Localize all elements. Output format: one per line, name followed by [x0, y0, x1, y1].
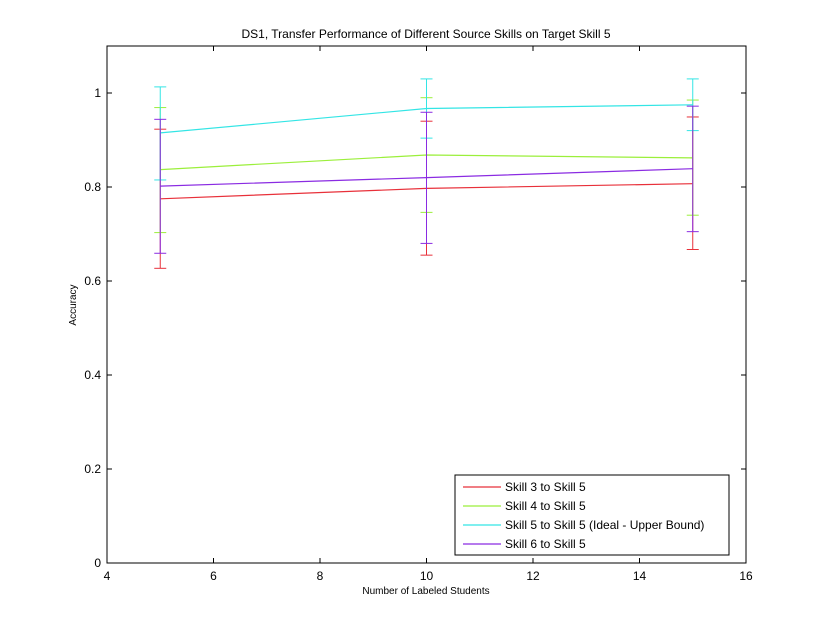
x-tick-label: 6 [210, 569, 217, 583]
y-axis-label: Accuracy [68, 284, 79, 325]
x-tick-label: 12 [526, 569, 540, 583]
x-tick-label: 10 [420, 569, 434, 583]
x-axis-label: Number of Labeled Students [362, 586, 489, 597]
legend-label: Skill 6 to Skill 5 [505, 537, 586, 551]
legend-label: Skill 5 to Skill 5 (Ideal - Upper Bound) [505, 518, 704, 532]
y-tick-label: 0.2 [84, 462, 101, 476]
y-tick-label: 0 [94, 556, 101, 570]
legend-label: Skill 3 to Skill 5 [505, 480, 586, 494]
x-tick-label: 8 [317, 569, 324, 583]
y-tick-label: 0.4 [84, 368, 101, 382]
chart-title: DS1, Transfer Performance of Different S… [241, 27, 610, 41]
series-4 [154, 105, 699, 254]
legend-label: Skill 4 to Skill 5 [505, 499, 586, 513]
y-tick-label: 0.8 [84, 180, 101, 194]
x-tick-label: 4 [104, 569, 111, 583]
legend-box [454, 474, 730, 556]
legend: Skill 3 to Skill 5 Skill 4 to Skill 5 Skil… [454, 474, 730, 556]
y-tick-label: 1 [94, 86, 101, 100]
x-tick-label: 16 [739, 569, 753, 583]
x-tick-label: 14 [633, 569, 647, 583]
y-tick-label: 0.6 [84, 274, 101, 288]
